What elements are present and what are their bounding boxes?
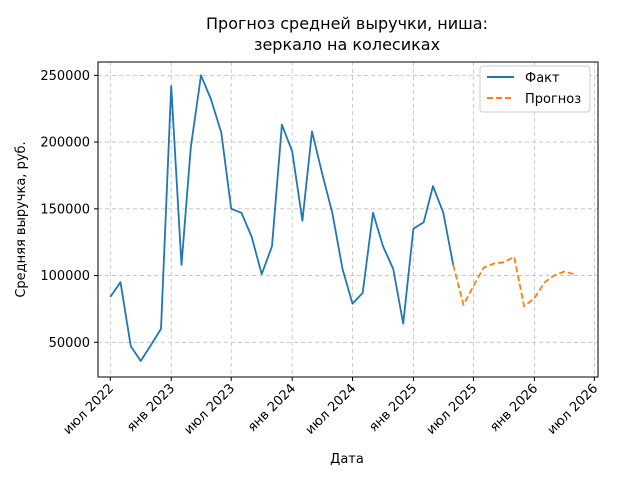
chart-title-line-1: Прогноз средней выручки, ниша: (206, 14, 488, 33)
y-axis: 50000 100000 150000 200000 250000 (40, 69, 98, 351)
plot-area-frame (97, 61, 599, 378)
legend-label-forecast: Прогноз (525, 92, 581, 107)
y-tick-label: 100000 (40, 269, 90, 284)
y-axis-label: Средняя выручка, руб. (14, 141, 29, 297)
y-tick-label: 200000 (40, 136, 90, 151)
y-tick-label: 250000 (40, 69, 90, 84)
x-axis-label: Дата (330, 452, 364, 467)
series-line-forecast (452, 255, 575, 308)
chart-title-line-2: зеркало на колесиках (254, 35, 440, 54)
legend: Факт Прогноз (479, 65, 591, 113)
series-line-fact (109, 74, 455, 362)
legend-label-fact: Факт (525, 71, 560, 86)
series-lines (109, 74, 575, 362)
y-tick-label: 50000 (49, 336, 90, 351)
y-tick-label: 150000 (40, 202, 90, 217)
